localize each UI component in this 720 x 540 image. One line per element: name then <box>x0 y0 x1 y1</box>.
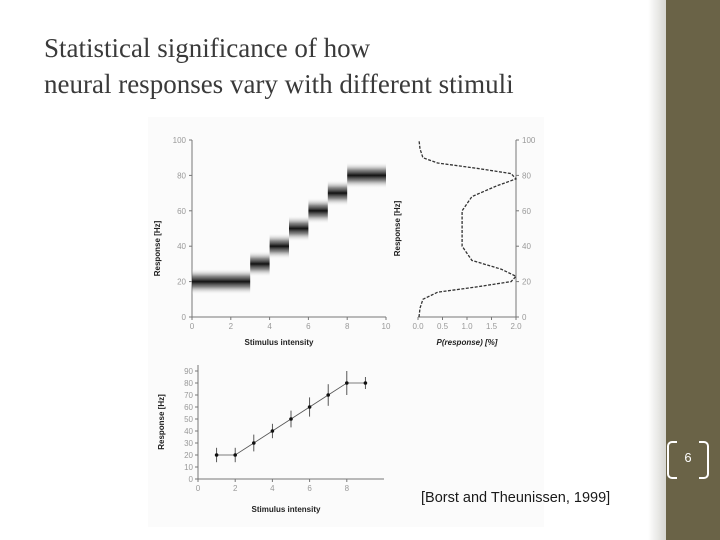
heatmap-band <box>308 197 328 224</box>
heatmap-band <box>347 162 386 189</box>
left-bracket-icon <box>667 441 677 479</box>
heatmap-band <box>327 180 348 207</box>
heatmap-y-tick-label: 60 <box>177 207 186 216</box>
heatmap-band <box>192 268 251 295</box>
data-point <box>326 393 330 397</box>
data-point <box>345 381 349 385</box>
scatter-x-tick-label: 0 <box>196 484 201 493</box>
curve-y-tick-label: 60 <box>522 207 531 216</box>
heatmap-y-tick-label: 80 <box>177 171 186 180</box>
scatter-y-tick-label: 40 <box>184 427 193 436</box>
curve-x-tick-label: 1.0 <box>461 322 473 331</box>
heatmap-band <box>289 215 309 242</box>
heatmap-y-tick-label: 40 <box>177 242 186 251</box>
accent-sidebar <box>666 0 720 540</box>
heatmap-x-tick-label: 0 <box>190 322 195 331</box>
curve-y-tick-label: 100 <box>522 136 536 145</box>
curve-y-tick-label: 0 <box>522 313 527 322</box>
heatmap-x-label: Stimulus intensity <box>245 338 314 347</box>
probability-curve <box>418 139 518 318</box>
data-point <box>289 417 293 421</box>
curve-y-label: Response [Hz] <box>393 200 402 256</box>
data-point <box>270 429 275 433</box>
heatmap-x-tick-label: 10 <box>382 322 391 331</box>
scatter-x-tick-label: 2 <box>233 484 238 493</box>
heatmap-x-tick-label: 6 <box>306 322 311 331</box>
heatmap-x-tick-label: 8 <box>345 322 350 331</box>
heatmap-x-tick-label: 2 <box>229 322 234 331</box>
heatmap-y-label: Response [Hz] <box>153 220 162 276</box>
curve-x-tick-label: 1.5 <box>486 322 498 331</box>
data-point <box>214 453 219 457</box>
scatter-y-tick-label: 80 <box>184 379 193 388</box>
curve-x-tick-label: 0.0 <box>412 322 424 331</box>
scatter-y-tick-label: 70 <box>184 391 193 400</box>
scatter-y-tick-label: 10 <box>184 463 193 472</box>
curve-y-tick-label: 20 <box>522 278 531 287</box>
curve-x-label: P(response) [%] <box>437 338 498 347</box>
slide-title-line-1: Statistical significance of how <box>44 33 371 63</box>
figure-panel: 0 20 40 60 80 100 0 2 4 6 8 10 Stimulus intensity Res… <box>148 117 544 527</box>
scatter-y-tick-label: 0 <box>189 475 194 484</box>
slide-title-line-2: neural responses vary with different sti… <box>44 69 514 99</box>
scatter-y-tick-label: 30 <box>184 439 193 448</box>
curve-x-tick-label: 2.0 <box>510 322 522 331</box>
curve-y-tick-label: 40 <box>522 242 531 251</box>
page-number-badge: 6 <box>664 441 712 479</box>
scatter-y-tick-label: 50 <box>184 415 193 424</box>
curve-y-tick-label: 80 <box>522 171 531 180</box>
scatter-y-tick-label: 90 <box>184 367 193 376</box>
heatmap-y-tick-label: 20 <box>177 278 186 287</box>
data-point <box>307 405 312 409</box>
heatmap-x-tick-label: 4 <box>267 322 272 331</box>
scatter-x-tick-label: 4 <box>270 484 275 493</box>
data-point <box>252 441 256 445</box>
scatter-x-tick-label: 8 <box>345 484 350 493</box>
heatmap-y-tick-label: 0 <box>182 313 187 322</box>
scatter-y-tick-label: 60 <box>184 403 193 412</box>
slide-title: Statistical significance of how neural r… <box>44 30 644 102</box>
right-bracket-icon <box>699 441 709 479</box>
page-number: 6 <box>684 450 692 465</box>
heatmap-band <box>269 233 289 260</box>
scatter-x-tick-label: 6 <box>307 484 312 493</box>
scatter-y-tick-label: 20 <box>184 451 193 460</box>
scatter-y-label: Response [Hz] <box>157 394 166 450</box>
citation: [Borst and Theunissen, 1999] <box>421 490 611 506</box>
scatter-x-label: Stimulus intensity <box>252 505 321 514</box>
edge-shadow <box>648 0 666 540</box>
data-point <box>233 453 237 457</box>
heatmap-band <box>250 250 270 277</box>
data-point <box>363 381 368 385</box>
curve-x-tick-label: 0.5 <box>437 322 449 331</box>
heatmap-y-tick-label: 100 <box>173 136 187 145</box>
